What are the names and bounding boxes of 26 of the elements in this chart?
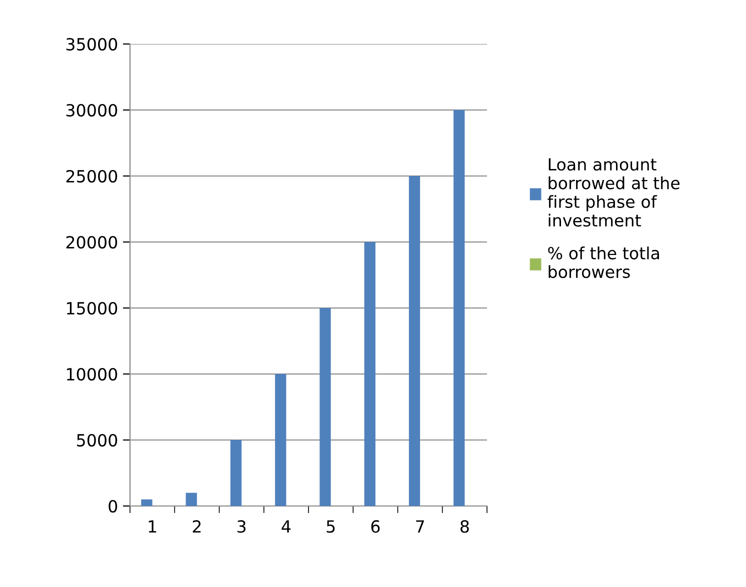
bar [275, 374, 286, 506]
y-tick-label: 20000 [66, 236, 118, 249]
y-tick-label: 30000 [66, 104, 118, 117]
bar [408, 176, 420, 506]
x-tick-label: 3 [238, 520, 246, 533]
y-tick-label: 5000 [77, 434, 118, 447]
bar [454, 110, 465, 506]
x-tick-label: 8 [460, 520, 469, 533]
bar [186, 492, 197, 506]
bar [230, 440, 242, 506]
x-tick-label: 2 [192, 520, 201, 533]
y-tick-label: 25000 [66, 170, 118, 183]
bar [141, 499, 152, 506]
y-tick-label: 0 [108, 500, 118, 513]
legend-label: Loan amount borrowed at the first phase of investment [548, 158, 680, 227]
bar [320, 308, 331, 506]
x-tick-label: 6 [371, 520, 380, 533]
x-tick-label: 1 [148, 520, 156, 533]
x-tick-label: 4 [282, 520, 291, 533]
legend-label: % of the totla borrowers [548, 246, 659, 278]
y-tick-label: 15000 [67, 302, 118, 315]
bar [364, 242, 376, 506]
x-tick-label: 5 [326, 520, 335, 533]
x-tick-label: 7 [416, 520, 424, 533]
y-tick-label: 10000 [67, 368, 118, 381]
y-tick-label: 35000 [66, 38, 118, 51]
